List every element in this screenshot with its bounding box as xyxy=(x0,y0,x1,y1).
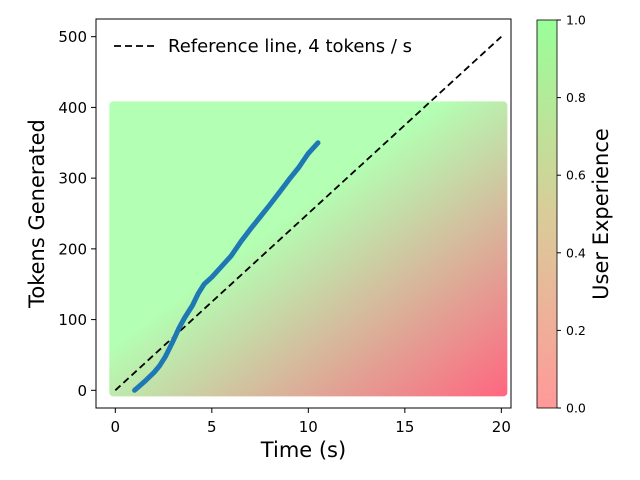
plot-frame xyxy=(95,18,512,409)
y-tick-label: 300 xyxy=(58,170,87,188)
legend: Reference line, 4 tokens / s xyxy=(114,36,412,57)
y-tick-label: 500 xyxy=(58,28,87,46)
x-axis-ticks: 0 5 10 15 20 xyxy=(111,408,511,436)
colorbar-tick-label: 0.8 xyxy=(566,90,586,105)
x-tick-label: 10 xyxy=(299,418,318,436)
colorbar-tick-label: 0.6 xyxy=(566,168,586,183)
colorbar-label: User Experience xyxy=(589,128,613,300)
series-layer xyxy=(114,36,502,393)
colorbar-tick-label: 0.2 xyxy=(566,323,586,338)
x-tick-label: 0 xyxy=(111,418,121,436)
colorbar-tick-label: 0.0 xyxy=(566,401,586,416)
y-axis-label: Tokens Generated xyxy=(25,119,49,309)
y-tick-label: 200 xyxy=(58,240,87,258)
y-tick-label: 0 xyxy=(77,382,87,400)
colorbar xyxy=(536,19,558,409)
colorbar-tick-label: 0.4 xyxy=(566,245,586,260)
y-tick-label: 100 xyxy=(58,311,87,329)
x-tick-label: 15 xyxy=(395,418,414,436)
y-tick-label: 400 xyxy=(58,99,87,117)
y-axis-ticks: 0 100 200 300 400 500 xyxy=(58,28,96,400)
colorbar-tick-label: 1.0 xyxy=(566,13,586,28)
x-tick-label: 5 xyxy=(207,418,217,436)
colorbar-ticks: 0.0 0.2 0.4 0.6 0.8 1.0 xyxy=(557,13,586,416)
x-tick-label: 20 xyxy=(492,418,511,436)
user-experience-field xyxy=(109,101,508,397)
tokens-generated-line xyxy=(132,140,321,393)
legend-entry-reference: Reference line, 4 tokens / s xyxy=(168,36,412,57)
x-axis-label: Time (s) xyxy=(260,438,346,462)
